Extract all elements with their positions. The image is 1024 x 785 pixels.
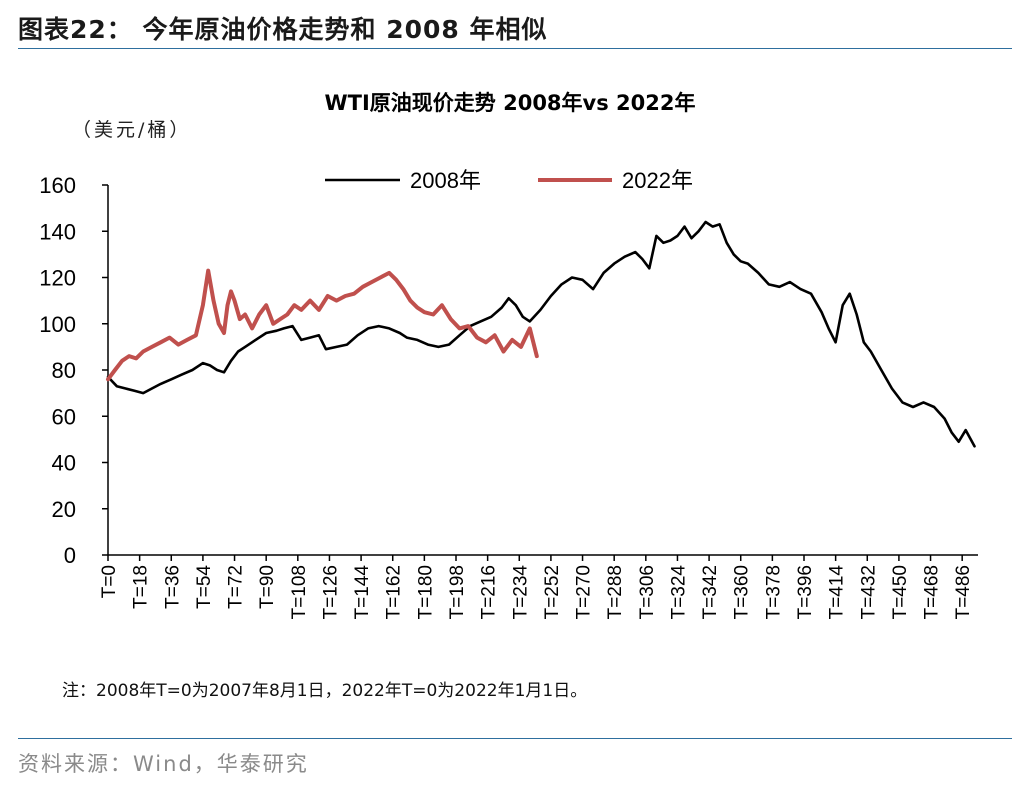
x-tick-label: T=306: [637, 565, 658, 619]
x-tick-label: T=216: [479, 565, 500, 619]
y-axis: 0 20 40 60 80 100 120 140 160: [39, 173, 109, 568]
x-tick-label: T=162: [384, 565, 405, 619]
x-tick-label: T=90: [257, 565, 278, 609]
y-tick-label: 140: [39, 219, 76, 244]
series-line-2008: [106, 220, 976, 448]
legend-label: 2008年: [410, 168, 481, 193]
top-rule: [18, 48, 1012, 49]
x-tick-label: T=342: [700, 565, 721, 619]
legend: 2008年 2022年: [325, 168, 693, 193]
source-line: 资料来源：Wind，华泰研究: [18, 752, 309, 776]
x-tick-label: T=270: [574, 565, 595, 619]
x-tick-label: T=468: [922, 565, 943, 619]
y-tick-label: 80: [52, 358, 76, 383]
y-axis-unit: （美元/桶）: [72, 119, 191, 141]
x-tick-label: T=18: [131, 565, 152, 609]
y-tick-label: 160: [39, 173, 76, 198]
x-tick-label: T=54: [194, 565, 215, 609]
series-layer: [106, 220, 976, 448]
x-tick-label: T=486: [953, 565, 974, 619]
x-tick-label: T=288: [605, 565, 626, 619]
x-tick-label: T=234: [510, 565, 531, 620]
x-tick-label: T=396: [795, 565, 816, 619]
x-tick-label: T=252: [542, 565, 563, 619]
x-tick-label: T=126: [320, 565, 341, 619]
y-tick-label: 0: [64, 543, 76, 568]
y-tick-label: 60: [52, 404, 76, 429]
x-tick-label: T=36: [162, 565, 183, 609]
y-tick-label: 40: [52, 451, 76, 476]
y-tick-label: 100: [39, 312, 76, 337]
series-line-2022: [106, 268, 539, 382]
y-tick-label: 120: [39, 266, 76, 291]
x-tick-label: T=360: [732, 565, 753, 619]
chart-note: 注：2008年T=0为2007年8月1日，2022年T=0为2022年1月1日。: [62, 681, 588, 701]
legend-label: 2022年: [622, 168, 693, 193]
x-tick-label: T=108: [289, 565, 310, 619]
x-tick-label: T=0: [99, 565, 120, 598]
figure-title: 图表22： 今年原油价格走势和 2008 年相似: [18, 15, 548, 44]
x-tick-label: T=450: [890, 565, 911, 619]
x-tick-label: T=324: [668, 565, 689, 620]
x-tick-label: T=180: [415, 565, 436, 619]
x-tick-label: T=378: [763, 565, 784, 619]
y-tick-label: 20: [52, 497, 76, 522]
chart: WTI原油现价走势 2008年vs 2022年 （美元/桶） 2008年 2022…: [39, 91, 978, 620]
x-tick-label: T=144: [352, 565, 373, 620]
x-tick-label: T=198: [447, 565, 468, 619]
x-tick-label: T=414: [827, 565, 848, 620]
x-tick-label: T=72: [226, 565, 247, 609]
x-tick-label: T=432: [858, 565, 879, 619]
bottom-rule: [18, 738, 1012, 739]
x-axis: T=0 T=18 T=36 T=54 T=72 T=90 T=108 T=126 T=144 T=…: [99, 554, 978, 620]
chart-title: WTI原油现价走势 2008年vs 2022年: [324, 91, 695, 115]
